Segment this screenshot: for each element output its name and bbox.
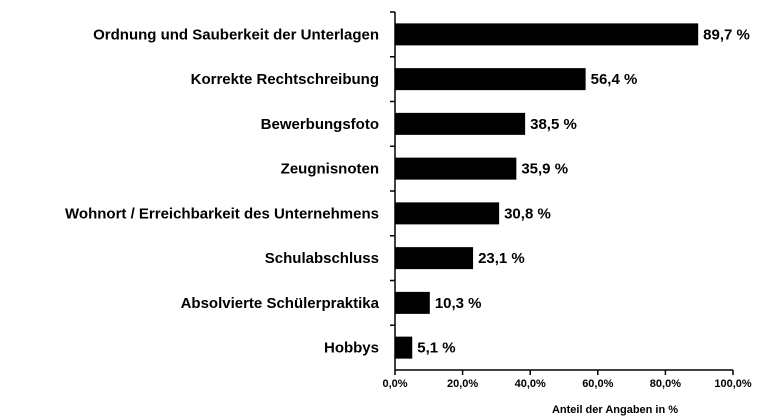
category-label: Ordnung und Sauberkeit der Unterlagen — [93, 26, 379, 43]
x-tick-label: 40,0% — [515, 378, 546, 390]
x-tick-label: 0,0% — [382, 378, 407, 390]
bar — [395, 68, 586, 91]
bar — [395, 157, 517, 180]
category-label: Zeugnisnoten — [281, 161, 379, 178]
value-label: 89,7 % — [703, 26, 750, 43]
x-tick-label: 20,0% — [447, 378, 478, 390]
bar — [395, 291, 430, 314]
x-axis-label: Anteil der Angaben in % — [552, 404, 678, 416]
category-label: Korrekte Rechtschreibung — [191, 71, 379, 88]
category-label: Bewerbungsfoto — [261, 116, 379, 133]
x-tick-label: 80,0% — [650, 378, 681, 390]
category-label: Wohnort / Erreichbarkeit des Unternehmen… — [65, 205, 379, 222]
x-tick-label: 60,0% — [582, 378, 613, 390]
bar — [395, 336, 413, 359]
category-label: Absolvierte Schülerpraktika — [181, 295, 380, 312]
x-tick-label: 100,0% — [714, 378, 752, 390]
value-label: 10,3 % — [435, 295, 482, 312]
bar — [395, 112, 526, 135]
value-label: 5,1 % — [417, 340, 455, 357]
bar — [395, 23, 699, 46]
value-label: 56,4 % — [591, 71, 638, 88]
value-label: 23,1 % — [478, 250, 525, 267]
category-label: Hobbys — [324, 340, 379, 357]
category-label: Schulabschluss — [265, 250, 379, 267]
value-label: 35,9 % — [521, 161, 568, 178]
bar — [395, 247, 474, 270]
value-label: 30,8 % — [504, 205, 551, 222]
value-label: 38,5 % — [530, 116, 577, 133]
bar — [395, 202, 500, 225]
